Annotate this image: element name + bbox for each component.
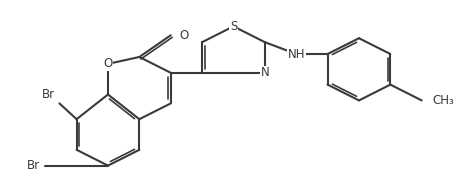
Text: N: N bbox=[261, 66, 269, 79]
Text: O: O bbox=[180, 29, 189, 42]
Text: CH₃: CH₃ bbox=[433, 94, 455, 107]
Text: Br: Br bbox=[27, 159, 40, 172]
Text: S: S bbox=[230, 20, 237, 33]
Text: NH: NH bbox=[287, 47, 305, 60]
Text: Br: Br bbox=[42, 88, 55, 101]
Text: O: O bbox=[103, 57, 113, 70]
